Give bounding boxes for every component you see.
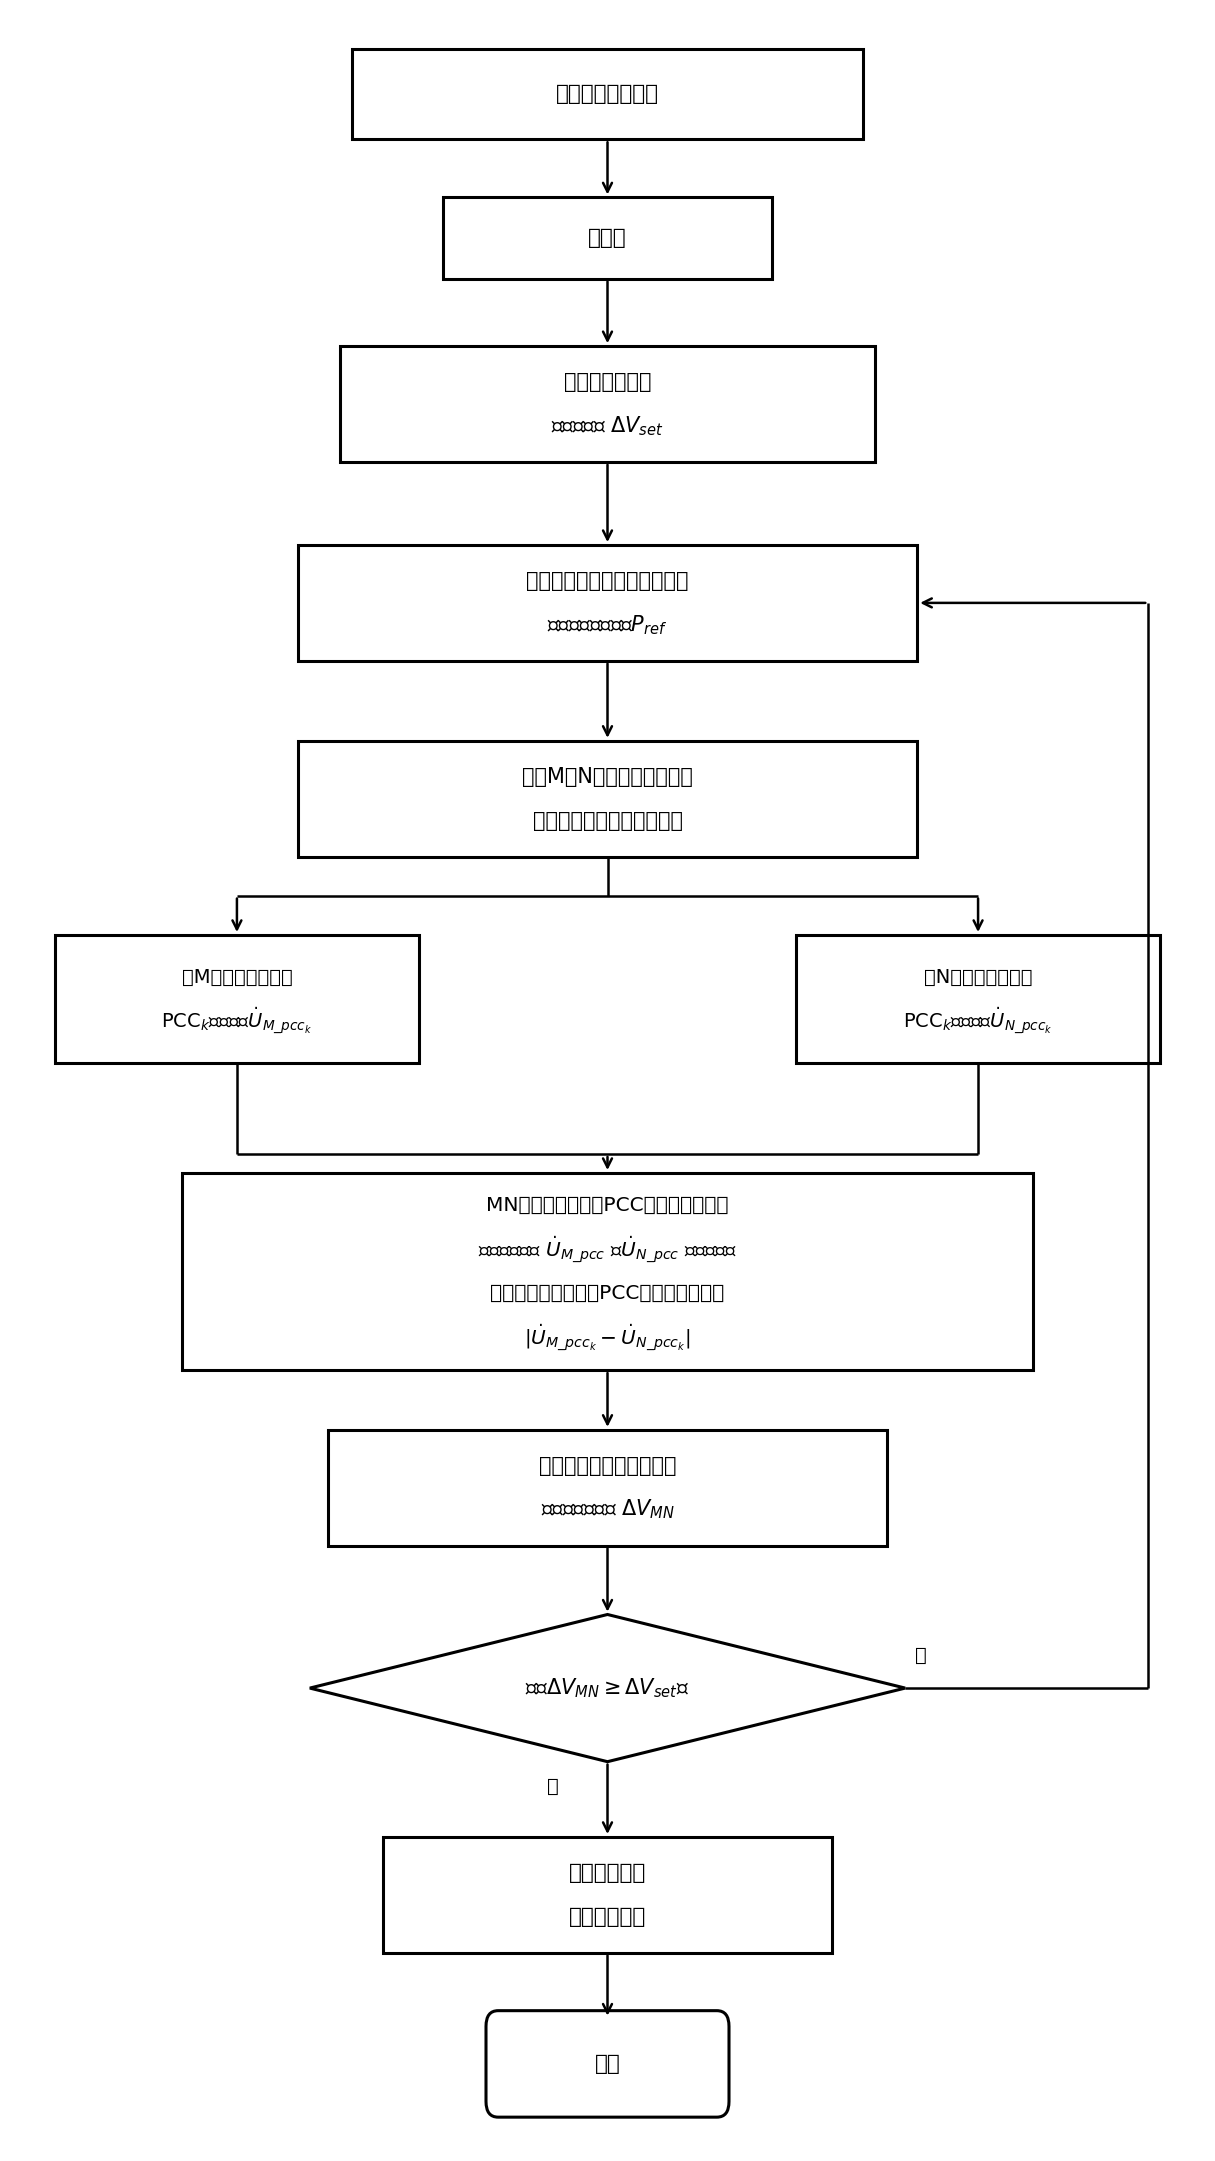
Text: 否: 否: [915, 1645, 927, 1664]
Text: 做差比较，得到各个PCC的正序电压差：: 做差比较，得到各个PCC的正序电压差：: [491, 1284, 724, 1303]
FancyBboxPatch shape: [298, 741, 917, 856]
FancyBboxPatch shape: [796, 936, 1160, 1063]
FancyBboxPatch shape: [328, 1431, 887, 1545]
FancyBboxPatch shape: [486, 2010, 729, 2118]
FancyBboxPatch shape: [298, 545, 917, 661]
Text: 输出故障报告: 输出故障报告: [569, 1906, 646, 1928]
Text: 是: 是: [547, 1776, 559, 1796]
Text: 初始化: 初始化: [588, 229, 627, 249]
Text: 发出跳闸命令: 发出跳闸命令: [569, 1863, 646, 1882]
Text: $|\dot{U}_{M\_pcc_k}-\dot{U}_{N\_pcc_k}|$: $|\dot{U}_{M\_pcc_k}-\dot{U}_{N\_pcc_k}|…: [525, 1323, 690, 1353]
Text: 继电保护装置上电: 继电保护装置上电: [556, 84, 659, 104]
FancyBboxPatch shape: [443, 197, 772, 279]
Text: 获取保护起动前的各个分布式: 获取保护起动前的各个分布式: [526, 571, 689, 590]
FancyBboxPatch shape: [340, 346, 875, 462]
Text: 计算保护判据的: 计算保护判据的: [564, 372, 651, 391]
Text: 电源的参考功率值$P_{ref}$: 电源的参考功率值$P_{ref}$: [547, 614, 668, 637]
Text: 从N侧依次推导计算: 从N侧依次推导计算: [923, 968, 1033, 988]
Text: PCC$_k$正序电压$\dot{U}_{N\_pcc_k}$: PCC$_k$正序电压$\dot{U}_{N\_pcc_k}$: [903, 1005, 1053, 1037]
Text: 电压整定值 $\Delta V_{set}$: 电压整定值 $\Delta V_{set}$: [552, 415, 663, 439]
Text: 取其中最大的正序电压差: 取其中最大的正序电压差: [538, 1457, 677, 1476]
FancyBboxPatch shape: [352, 48, 863, 138]
Text: 返回: 返回: [594, 2053, 621, 2075]
FancyBboxPatch shape: [182, 1173, 1033, 1370]
Text: 母线M、N处的保护装置进行: 母线M、N处的保护装置进行: [522, 767, 693, 787]
Text: 数据采集、处理、信息交互: 数据采集、处理、信息交互: [532, 810, 683, 830]
Text: PCC$_k$正序电压$\dot{U}_{M\_pcc_k}$: PCC$_k$正序电压$\dot{U}_{M\_pcc_k}$: [162, 1005, 312, 1037]
Text: 作为保护动作值 $\Delta V_{MN}$: 作为保护动作值 $\Delta V_{MN}$: [541, 1498, 674, 1521]
Text: 成两组列向量 $\dot{U}_{M\_pcc}$ 和$\dot{U}_{N\_pcc}$ 并进行纵联: 成两组列向量 $\dot{U}_{M\_pcc}$ 和$\dot{U}_{N\_…: [477, 1234, 738, 1264]
Polygon shape: [310, 1614, 905, 1761]
Text: MN两侧计算的各个PCC点电压计算值构: MN两侧计算的各个PCC点电压计算值构: [486, 1197, 729, 1214]
FancyBboxPatch shape: [55, 936, 419, 1063]
Text: 从M侧依次推导计算: 从M侧依次推导计算: [181, 968, 293, 988]
FancyBboxPatch shape: [383, 1837, 832, 1954]
Text: 判断$\Delta V_{MN}\geq\Delta V_{set}$？: 判断$\Delta V_{MN}\geq\Delta V_{set}$？: [525, 1677, 690, 1701]
